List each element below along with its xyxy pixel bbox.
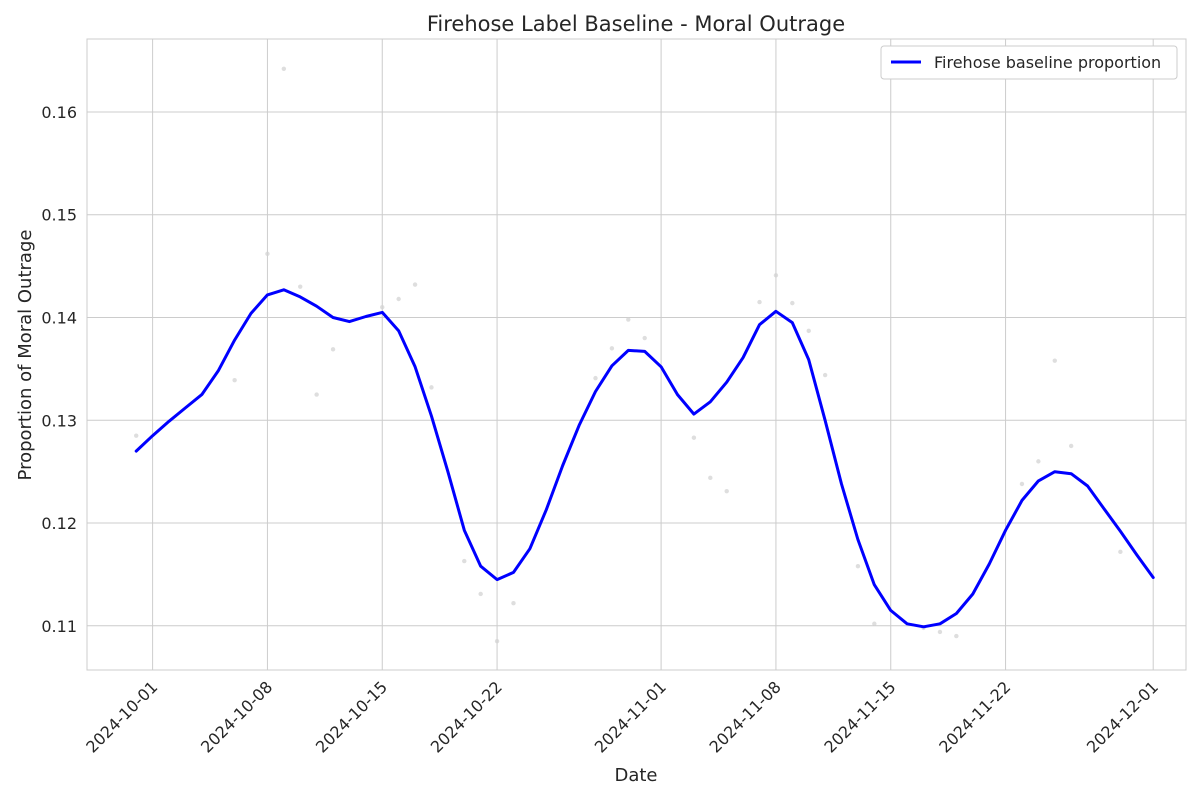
x-tick-label: 2024-11-22 xyxy=(935,677,1014,756)
scatter-point xyxy=(380,305,385,310)
scatter-point xyxy=(855,564,861,569)
scatter-point xyxy=(822,372,828,378)
x-tick-label: 2024-10-01 xyxy=(82,677,161,756)
grid xyxy=(87,39,1186,670)
scatter-point xyxy=(609,346,615,351)
scatter-point xyxy=(593,375,598,381)
scatter-point xyxy=(1118,549,1123,555)
series-line-layer xyxy=(134,288,1155,629)
scatter-point xyxy=(790,300,795,306)
legend: Firehose baseline proportion xyxy=(880,45,1178,80)
scatter-point xyxy=(757,299,762,305)
tick-labels: 2024-10-01 2024-10-08 2024-10-15 2024-10-22… xyxy=(41,103,1162,757)
scatter-point xyxy=(1052,358,1057,363)
scatter-point xyxy=(134,433,139,438)
scatter-point xyxy=(478,591,483,597)
scatter-point xyxy=(642,335,647,341)
y-axis-label: Proportion of Moral Outrage xyxy=(15,230,36,481)
x-axis-label: Date xyxy=(614,765,657,786)
scatter-point xyxy=(429,385,434,390)
scatter-point xyxy=(1019,481,1025,487)
scatter-point xyxy=(1036,459,1041,464)
scatter-point xyxy=(626,317,631,322)
scatter-point xyxy=(330,347,336,352)
x-tick-label: 2024-11-01 xyxy=(591,677,670,756)
scatter-point xyxy=(954,633,959,639)
x-tick-label: 2024-10-08 xyxy=(197,677,276,756)
axes xyxy=(86,38,1187,671)
scatter-point xyxy=(462,558,467,564)
scatter-point xyxy=(806,328,811,334)
scatter-point xyxy=(314,392,319,397)
x-tick-label: 2024-10-15 xyxy=(312,677,391,756)
y-tick-label: 0.12 xyxy=(41,514,77,533)
plot-frame xyxy=(86,38,1187,671)
series-line-firehose-baseline xyxy=(134,288,1155,629)
scatter-point xyxy=(281,66,287,72)
y-tick-label: 0.14 xyxy=(41,309,77,328)
scatter-point xyxy=(1068,443,1074,449)
scatter-points xyxy=(134,66,1123,644)
scatter-point xyxy=(773,273,779,278)
y-tick-label: 0.16 xyxy=(41,103,77,122)
scatter-point xyxy=(511,601,516,606)
scatter-point xyxy=(691,435,697,440)
y-tick-label: 0.15 xyxy=(41,206,77,225)
y-tick-label: 0.13 xyxy=(41,411,77,430)
scatter-point xyxy=(265,251,270,256)
y-tick-label: 0.11 xyxy=(41,617,77,636)
x-tick-label: 2024-11-08 xyxy=(706,677,785,756)
scatter-point xyxy=(396,296,401,302)
scatter-point xyxy=(232,377,237,383)
chart-title: Firehose Label Baseline - Moral Outrage xyxy=(427,12,845,36)
scatter-point xyxy=(708,475,713,481)
scatter-point xyxy=(724,488,729,494)
legend-entry-label: Firehose baseline proportion xyxy=(934,53,1161,72)
scatter-point xyxy=(412,282,418,287)
scatter-point xyxy=(937,629,943,635)
x-tick-label: 2024-11-15 xyxy=(820,677,899,756)
scatter-point xyxy=(298,284,303,289)
x-tick-label: 2024-12-01 xyxy=(1083,677,1162,756)
legend-box xyxy=(880,45,1178,80)
x-tick-label: 2024-10-22 xyxy=(427,677,506,756)
scatter-point xyxy=(494,639,500,644)
scatter-point xyxy=(872,621,877,626)
